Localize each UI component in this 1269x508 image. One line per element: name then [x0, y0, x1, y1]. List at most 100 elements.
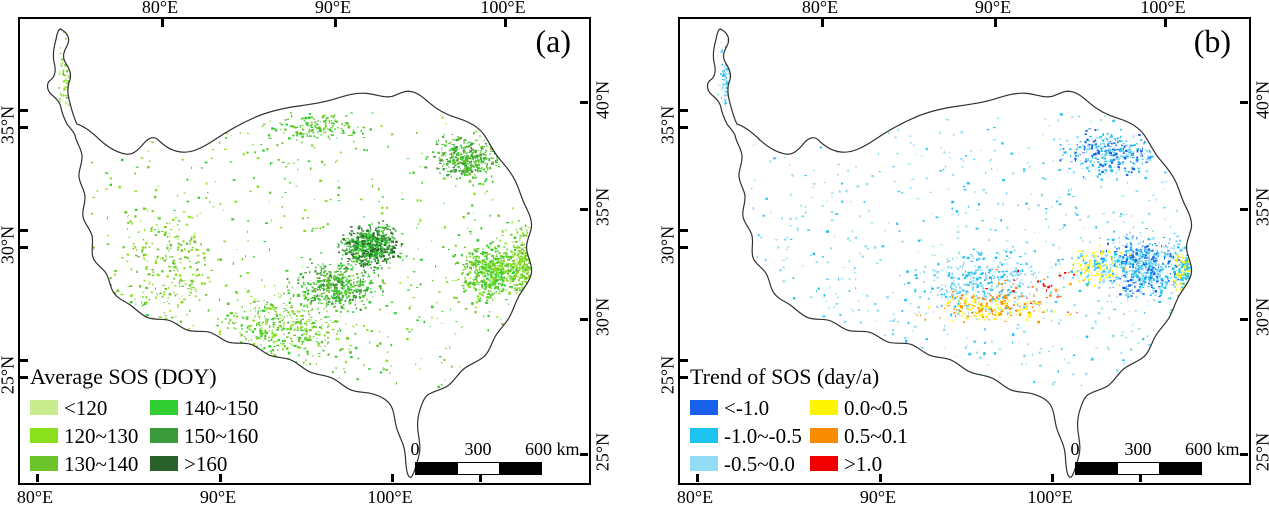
axis-tick	[695, 474, 699, 482]
axis-tick	[820, 19, 824, 27]
axis-label-top: 100°E	[480, 0, 526, 17]
legend-label: 120~130	[64, 424, 139, 448]
axis-tick	[1138, 474, 1142, 482]
legend-row: -1.0~-0.5 0.5~0.1	[690, 424, 1000, 448]
axis-tick	[20, 375, 28, 379]
axis-label-right: 35°N	[1252, 187, 1269, 227]
legend-row: <120 140~150	[30, 396, 340, 420]
legend-row: -0.5~0.0 >1.0	[690, 452, 1000, 476]
legend-swatch	[30, 400, 58, 415]
data-speckles	[58, 31, 532, 389]
plateau-region-fill	[47, 28, 532, 478]
legend-swatch	[690, 428, 718, 443]
axis-tick	[20, 228, 28, 232]
legend-title: Average SOS (DOY)	[30, 364, 217, 389]
legend-label: <120	[64, 396, 108, 420]
legend-swatch	[690, 400, 718, 415]
axis-tick	[1240, 317, 1248, 321]
axis-tick	[1240, 100, 1248, 104]
axis-label-bottom: 100°E	[367, 487, 413, 507]
axis-label-right: 25°N	[1252, 432, 1269, 472]
axis-tick	[580, 317, 588, 321]
legend-label: 0.5~0.1	[844, 424, 908, 448]
panel-letter-a: (a)	[535, 23, 571, 59]
legend-swatch	[30, 456, 58, 471]
legend-label: 140~150	[184, 396, 259, 420]
axis-label-right: 40°N	[1252, 80, 1269, 120]
axis-label-top: 80°E	[801, 0, 839, 17]
map-legend-a: Average SOS (DOY) <120 140~150 120~130 150~…	[30, 364, 340, 482]
legend-label: <-1.0	[724, 396, 770, 420]
map-legend-b: Trend of SOS (day/a) <-1.0 0.0~0.5 -1.0~-0…	[690, 364, 1000, 482]
plateau-outline	[706, 28, 1193, 478]
legend-swatch	[810, 456, 838, 471]
map-frame-b: (b) Trend of SOS (day/a) <-1.0 0.0~0.5 -1.…	[678, 17, 1251, 485]
legend-items: <120 140~150 120~130 150~160 130~140 >160	[30, 396, 340, 482]
axis-tick	[580, 100, 588, 104]
plateau-region-fill	[707, 28, 1192, 478]
axis-label-top: 80°E	[141, 0, 179, 17]
axis-tick	[680, 108, 688, 112]
axis-tick	[218, 474, 222, 482]
legend-row: <-1.0 0.0~0.5	[690, 396, 1000, 420]
legend-label: 150~160	[184, 424, 259, 448]
axis-label-bottom: 100°E	[1027, 487, 1073, 507]
legend-row: 120~130 150~160	[30, 424, 340, 448]
axis-label-bottom: 80°E	[676, 487, 714, 507]
legend-label: >1.0	[844, 452, 883, 476]
axis-tick	[333, 19, 337, 27]
axis-tick	[20, 125, 28, 129]
axis-tick	[1163, 19, 1167, 27]
axis-tick	[20, 358, 28, 362]
legend-label: -1.0~-0.5	[724, 424, 802, 448]
axis-tick	[680, 375, 688, 379]
legend-title: Trend of SOS (day/a)	[690, 364, 880, 389]
legend-swatch	[150, 400, 178, 415]
axis-label-bottom: 90°E	[859, 487, 897, 507]
axis-label-bottom: 80°E	[16, 487, 54, 507]
legend-items: <-1.0 0.0~0.5 -1.0~-0.5 0.5~0.1 -0.5~0.0 >1.0	[690, 396, 1000, 482]
axis-label-top: 90°E	[314, 0, 352, 17]
legend-swatch	[150, 456, 178, 471]
axis-label-top: 100°E	[1140, 0, 1186, 17]
axis-label-right: 30°N	[1252, 297, 1269, 337]
axis-tick	[478, 474, 482, 482]
legend-label: >160	[184, 452, 228, 476]
axis-tick	[1050, 474, 1054, 482]
legend-swatch	[690, 456, 718, 471]
axis-tick	[1240, 452, 1248, 456]
axis-tick	[160, 19, 164, 27]
axis-tick	[390, 474, 394, 482]
axis-tick	[580, 452, 588, 456]
panel-letter-b: (b)	[1193, 23, 1231, 59]
axis-tick	[20, 245, 28, 249]
axis-tick	[993, 19, 997, 27]
axis-tick	[680, 228, 688, 232]
axis-tick	[680, 245, 688, 249]
legend-swatch	[810, 400, 838, 415]
axis-label-left: 35°N	[657, 105, 678, 145]
plateau-outline	[46, 28, 533, 478]
legend-swatch	[810, 428, 838, 443]
axis-tick	[680, 358, 688, 362]
axis-tick	[580, 207, 588, 211]
axis-label-left: 30°N	[657, 225, 678, 265]
legend-swatch	[150, 428, 178, 443]
axis-label-bottom: 90°E	[199, 487, 237, 507]
legend-label: -0.5~0.0	[724, 452, 795, 476]
axis-tick	[680, 125, 688, 129]
axis-tick	[35, 474, 39, 482]
axis-tick	[20, 108, 28, 112]
map-canvas-a	[46, 28, 533, 478]
legend-label: 130~140	[64, 452, 139, 476]
axis-tick	[503, 19, 507, 27]
legend-swatch	[30, 428, 58, 443]
axis-label-left: 25°N	[657, 355, 678, 395]
axis-label-top: 90°E	[974, 0, 1012, 17]
axis-tick	[878, 474, 882, 482]
legend-label: 0.0~0.5	[844, 396, 908, 420]
map-canvas-b	[706, 28, 1193, 478]
axis-tick	[1240, 207, 1248, 211]
